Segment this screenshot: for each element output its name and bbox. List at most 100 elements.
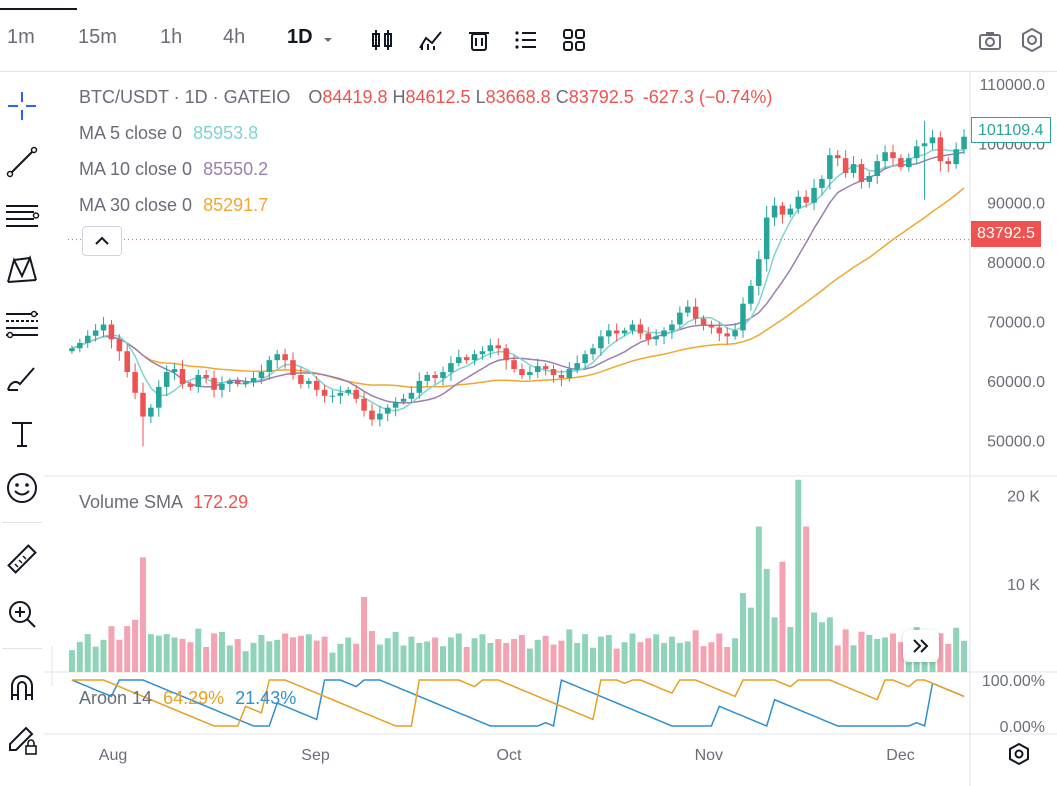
aroon-legend[interactable]: Aroon 14 64.29% 21.43%	[79, 688, 296, 709]
volume-bar	[811, 612, 818, 672]
volume-bar	[708, 642, 715, 672]
ma30-legend[interactable]: MA 30 close 0 85291.7	[79, 195, 268, 216]
list-icon[interactable]	[512, 26, 540, 54]
candle-body	[487, 345, 494, 352]
volume-bar	[195, 628, 202, 672]
price-tick-label: 110000.0	[979, 77, 1045, 94]
axis-settings-icon[interactable]	[1007, 742, 1031, 766]
high-value: 84612.5	[405, 87, 471, 107]
volume-bar	[226, 645, 233, 672]
volume-bar	[384, 638, 391, 672]
candle-body	[708, 324, 715, 328]
volume-bar	[661, 642, 668, 672]
timeframe-1m[interactable]: 1m	[7, 26, 35, 48]
candle-body	[519, 369, 525, 375]
candle-body	[187, 383, 194, 387]
candle-body	[558, 375, 565, 378]
volume-bar	[432, 637, 439, 672]
price-tick-label: 70000.0	[987, 315, 1045, 332]
volume-bar	[518, 635, 525, 672]
zoom-in-icon[interactable]	[4, 596, 40, 632]
ma5-label: MA 5 close 0	[79, 123, 183, 143]
candle-body	[724, 333, 730, 337]
aroon-tick-label: 0.00%	[1000, 719, 1045, 736]
crosshair-icon[interactable]	[4, 88, 40, 124]
volume-bar	[258, 635, 265, 672]
candle-body	[787, 208, 794, 215]
candle-body	[716, 327, 723, 334]
magnet-icon[interactable]	[4, 670, 40, 706]
layouts-icon[interactable]	[560, 26, 588, 54]
time-tick-label: Sep	[301, 747, 330, 764]
camera-icon[interactable]	[976, 26, 1004, 54]
ma5-legend[interactable]: MA 5 close 0 85953.8	[79, 123, 258, 144]
volume-bar	[368, 631, 375, 672]
lock-draw-icon[interactable]	[4, 722, 40, 758]
aroon-up-line	[71, 679, 965, 727]
volume-bar	[953, 627, 960, 672]
volume-bar	[763, 568, 770, 672]
volume-bar	[250, 642, 257, 672]
chevron-down-icon[interactable]	[320, 32, 336, 48]
volume-tick-label: 10 K	[1007, 577, 1040, 594]
symbol-label[interactable]: BTC/USDT · 1D · GATEIO	[79, 87, 291, 107]
timeframe-15m[interactable]: 15m	[78, 26, 117, 48]
brush-icon[interactable]	[4, 362, 40, 398]
candle-body	[377, 413, 383, 420]
candle-body	[361, 398, 367, 411]
indicators-icon[interactable]	[417, 26, 445, 54]
time-tick-label: Aug	[99, 747, 127, 764]
pattern-icon[interactable]	[4, 252, 40, 288]
volume-bar	[684, 641, 691, 672]
volume-bar	[700, 646, 707, 672]
candle-body	[961, 136, 967, 150]
timeframe-1d[interactable]: 1D	[287, 26, 313, 48]
candle-body	[937, 137, 944, 162]
candles-icon[interactable]	[368, 26, 396, 54]
change-value: -627.3 (−0.74%)	[642, 87, 773, 107]
horizontal-lines-icon[interactable]	[4, 198, 40, 234]
candle-body	[669, 324, 675, 331]
candle-body	[748, 285, 754, 304]
candle-body	[345, 389, 352, 393]
candle-body	[329, 395, 336, 397]
candle-body	[858, 164, 865, 182]
ruler-icon[interactable]	[4, 542, 40, 578]
timeframe-1h[interactable]: 1h	[160, 26, 183, 48]
candle-body	[321, 389, 328, 396]
text-icon[interactable]	[4, 416, 40, 452]
candle-body	[582, 354, 588, 364]
ma10-value: 85550.2	[203, 159, 269, 179]
settings-icon[interactable]	[1018, 26, 1046, 54]
emoji-icon[interactable]	[4, 470, 40, 506]
volume-bar	[329, 652, 336, 672]
trend-line-icon[interactable]	[4, 144, 40, 180]
fib-icon[interactable]	[4, 306, 40, 342]
trash-icon[interactable]	[465, 26, 493, 54]
volume-legend[interactable]: Volume SMA 172.29	[79, 492, 248, 513]
collapse-legend-button[interactable]	[82, 226, 122, 256]
volume-bar	[353, 643, 360, 672]
volume-bar	[795, 479, 802, 672]
time-tick-label: Nov	[695, 747, 723, 764]
scroll-to-realtime-button[interactable]	[903, 630, 939, 662]
tab-underline	[0, 8, 77, 10]
ma10-label: MA 10 close 0	[79, 159, 193, 179]
volume-bar	[495, 639, 502, 672]
volume-bar	[787, 627, 794, 672]
timeframe-4h[interactable]: 4h	[223, 26, 246, 48]
volume-bar	[574, 642, 581, 672]
volume-bar	[305, 634, 312, 672]
price-tick-label: 80000.0	[987, 255, 1045, 272]
candle-body	[195, 375, 202, 387]
volume-bar	[534, 639, 541, 672]
volume-bar	[408, 636, 415, 672]
candle-body	[606, 330, 612, 337]
candle-body	[219, 383, 225, 390]
candle-body	[495, 345, 502, 349]
candle-body	[890, 152, 896, 159]
candle-body	[527, 372, 533, 375]
candle-body	[740, 303, 746, 331]
ma10-legend[interactable]: MA 10 close 0 85550.2	[79, 159, 268, 180]
